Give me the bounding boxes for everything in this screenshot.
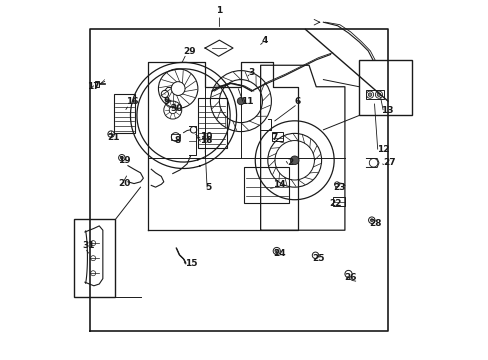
Circle shape bbox=[367, 93, 371, 96]
Text: 31: 31 bbox=[82, 241, 95, 250]
Text: 12: 12 bbox=[376, 145, 389, 154]
Bar bbox=[244, 167, 289, 203]
Circle shape bbox=[376, 93, 380, 96]
Text: 28: 28 bbox=[368, 219, 381, 228]
Bar bbox=[74, 220, 115, 297]
Bar bbox=[365, 90, 384, 99]
Text: 29: 29 bbox=[183, 47, 196, 56]
Bar bbox=[332, 197, 345, 206]
Text: 27: 27 bbox=[383, 158, 395, 167]
Circle shape bbox=[290, 156, 298, 165]
Bar bbox=[198, 98, 226, 148]
Text: 15: 15 bbox=[185, 259, 198, 268]
Text: 5: 5 bbox=[204, 183, 211, 192]
Bar bbox=[113, 94, 135, 134]
Text: 7: 7 bbox=[271, 133, 277, 142]
Text: 8: 8 bbox=[174, 136, 181, 145]
Circle shape bbox=[120, 156, 123, 159]
Text: 19: 19 bbox=[118, 156, 131, 165]
Text: 9: 9 bbox=[163, 96, 170, 105]
Text: 16: 16 bbox=[126, 97, 139, 106]
Bar bbox=[359, 60, 411, 116]
Text: 22: 22 bbox=[328, 199, 341, 208]
Text: 2: 2 bbox=[286, 158, 292, 167]
Text: 20: 20 bbox=[118, 179, 130, 188]
Bar bbox=[171, 134, 180, 140]
Text: 17: 17 bbox=[86, 82, 99, 91]
Text: 3: 3 bbox=[247, 68, 254, 77]
Text: 23: 23 bbox=[333, 183, 345, 192]
Text: 13: 13 bbox=[381, 105, 393, 114]
Text: 25: 25 bbox=[311, 255, 324, 264]
Circle shape bbox=[274, 249, 278, 253]
Text: 24: 24 bbox=[273, 249, 285, 258]
Text: 6: 6 bbox=[294, 97, 300, 106]
Bar bbox=[272, 132, 283, 141]
Circle shape bbox=[369, 219, 372, 222]
Text: 30: 30 bbox=[169, 104, 182, 113]
Bar bbox=[94, 81, 99, 87]
Text: 1: 1 bbox=[216, 6, 222, 15]
Text: 14: 14 bbox=[273, 180, 285, 189]
Text: 11: 11 bbox=[241, 96, 253, 105]
Circle shape bbox=[237, 98, 244, 105]
Text: 21: 21 bbox=[107, 133, 120, 142]
Text: 18: 18 bbox=[199, 136, 212, 145]
Text: 4: 4 bbox=[261, 36, 267, 45]
Text: 10: 10 bbox=[199, 132, 212, 141]
Text: 26: 26 bbox=[344, 273, 356, 282]
